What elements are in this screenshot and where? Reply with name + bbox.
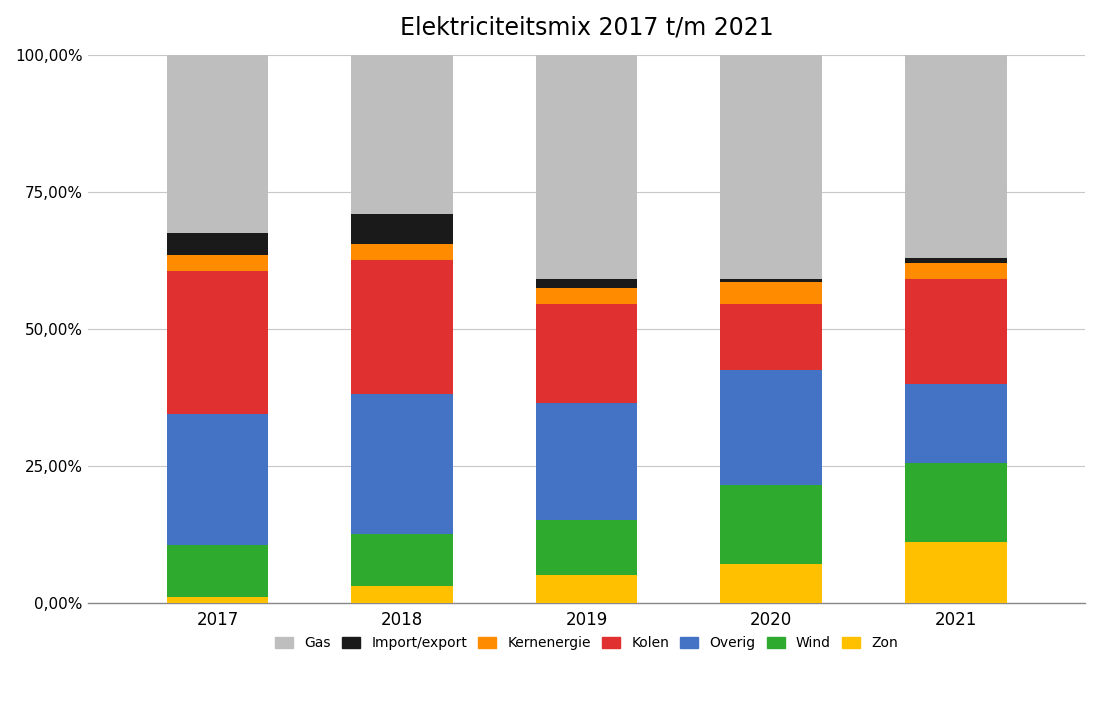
Legend: Gas, Import/export, Kernenergie, Kolen, Overig, Wind, Zon: Gas, Import/export, Kernenergie, Kolen, …: [270, 631, 903, 656]
Bar: [905, 279, 1006, 383]
Bar: [720, 564, 822, 603]
Bar: [166, 255, 268, 271]
Bar: [905, 258, 1006, 263]
Bar: [720, 279, 822, 282]
Bar: [536, 279, 637, 288]
Bar: [720, 282, 822, 304]
Bar: [720, 304, 822, 370]
Bar: [166, 55, 268, 233]
Bar: [536, 288, 637, 304]
Bar: [351, 213, 453, 243]
Bar: [720, 485, 822, 564]
Bar: [351, 243, 453, 261]
Bar: [351, 534, 453, 586]
Bar: [351, 55, 453, 213]
Bar: [905, 543, 1006, 603]
Bar: [905, 383, 1006, 463]
Bar: [166, 545, 268, 597]
Bar: [166, 413, 268, 545]
Bar: [536, 403, 637, 521]
Bar: [905, 463, 1006, 543]
Bar: [905, 263, 1006, 279]
Bar: [351, 394, 453, 534]
Bar: [720, 370, 822, 485]
Bar: [536, 575, 637, 603]
Bar: [166, 271, 268, 413]
Bar: [536, 55, 637, 279]
Bar: [536, 521, 637, 575]
Title: Elektriciteitsmix 2017 t/m 2021: Elektriciteitsmix 2017 t/m 2021: [399, 15, 773, 39]
Bar: [166, 597, 268, 603]
Bar: [351, 261, 453, 394]
Bar: [720, 55, 822, 279]
Bar: [905, 55, 1006, 258]
Bar: [351, 586, 453, 603]
Bar: [536, 304, 637, 403]
Bar: [166, 233, 268, 255]
